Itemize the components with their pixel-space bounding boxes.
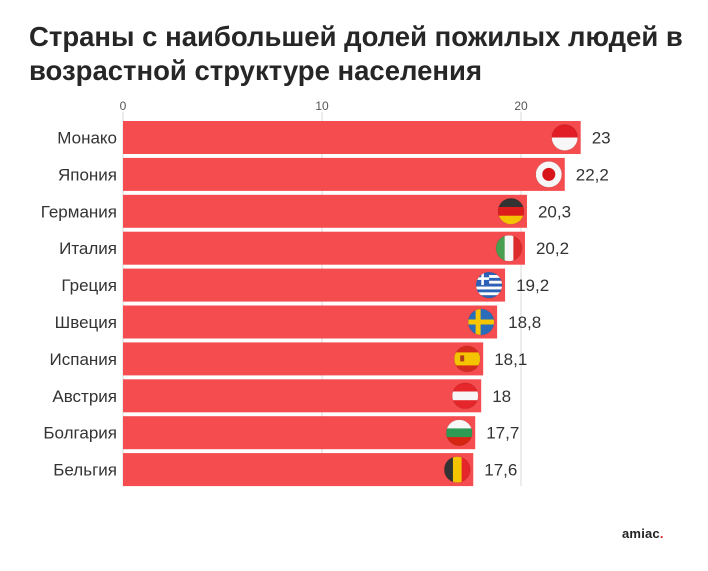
value-label: 18,8 [508,313,541,332]
value-label: 19,2 [516,276,549,295]
chart-title: Страны с наибольшей долей пожилых людей … [29,21,683,86]
category-label: Болгария [43,424,117,443]
flag-austria-icon [451,382,479,410]
bar [123,268,506,302]
category-label: Япония [58,165,117,184]
bars [123,121,581,487]
x-tick-label: 0 [120,99,127,113]
x-axis-ticks: 0 10 20 [120,99,528,113]
bar [123,194,527,228]
category-label: Испания [50,350,117,369]
value-label: 22,2 [576,165,609,184]
value-label: 20,2 [536,239,569,258]
category-label: Монако [57,129,117,148]
flag-monaco-icon [551,124,579,151]
flag-japan-icon [535,160,563,188]
brand-logo: amiac. [622,526,664,541]
flag-italy-icon [495,234,523,262]
category-label: Швеция [55,313,117,332]
value-label: 20,3 [538,202,571,221]
category-label: Австрия [52,387,117,406]
flag-germany-icon [497,197,525,225]
value-label: 18 [492,387,511,406]
value-label: 23 [592,129,611,148]
bar [123,121,581,154]
bar [123,305,498,339]
category-labels: Монако 23 Япония 22,2 Германия 20,3 Италия 20,2… [41,129,611,480]
bar [123,416,476,450]
flag-greece-icon [475,271,503,299]
bar [123,453,474,487]
x-tick-label: 10 [315,99,329,113]
category-label: Греция [61,276,117,295]
flag-bulgaria-icon [445,419,473,447]
flag-sweden-icon [467,308,495,336]
category-label: Германия [41,202,117,221]
value-label: 17,6 [484,461,517,480]
bar [123,379,482,413]
category-label: Италия [59,239,117,258]
flag-belgium-icon [443,456,471,484]
x-tick-label: 20 [514,99,528,113]
flag-spain-icon [453,345,481,373]
category-label: Бельгия [53,461,117,480]
value-label: 18,1 [494,350,527,369]
bar [123,157,565,191]
bar [123,342,484,376]
bar [123,231,525,265]
value-label: 17,7 [486,424,519,443]
